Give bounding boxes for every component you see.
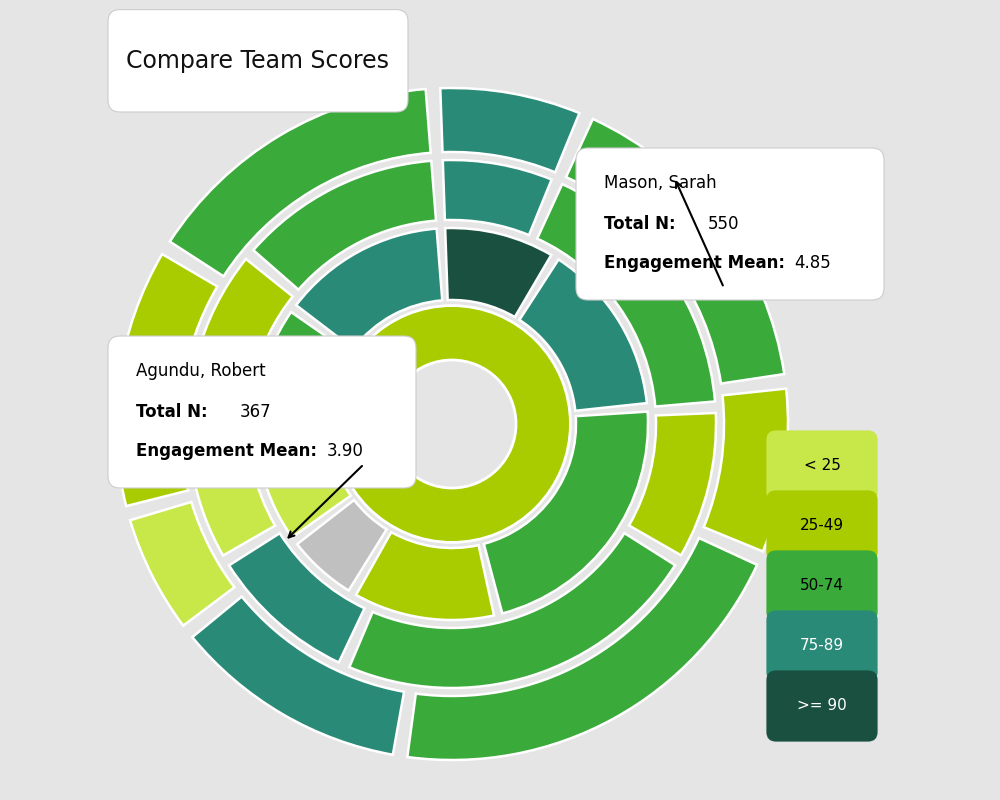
FancyBboxPatch shape bbox=[766, 670, 878, 742]
Text: Agundu, Robert: Agundu, Robert bbox=[136, 362, 266, 380]
Wedge shape bbox=[297, 500, 387, 590]
Wedge shape bbox=[537, 184, 715, 406]
Text: 550: 550 bbox=[708, 215, 740, 233]
FancyBboxPatch shape bbox=[766, 550, 878, 622]
Wedge shape bbox=[334, 306, 570, 542]
Wedge shape bbox=[445, 228, 551, 317]
Wedge shape bbox=[170, 89, 431, 276]
Wedge shape bbox=[296, 229, 442, 349]
Wedge shape bbox=[566, 119, 784, 383]
Wedge shape bbox=[356, 532, 494, 620]
Text: >= 90: >= 90 bbox=[797, 698, 847, 714]
FancyBboxPatch shape bbox=[108, 10, 408, 112]
Wedge shape bbox=[192, 597, 404, 754]
Wedge shape bbox=[704, 389, 788, 551]
Text: 75-89: 75-89 bbox=[800, 638, 844, 654]
Wedge shape bbox=[484, 412, 648, 614]
Wedge shape bbox=[407, 538, 757, 760]
Text: Total N:: Total N: bbox=[136, 403, 213, 421]
Text: < 25: < 25 bbox=[804, 458, 840, 474]
FancyBboxPatch shape bbox=[766, 430, 878, 502]
Wedge shape bbox=[440, 88, 579, 172]
Wedge shape bbox=[266, 464, 351, 538]
FancyBboxPatch shape bbox=[576, 148, 884, 300]
Wedge shape bbox=[188, 259, 293, 468]
FancyBboxPatch shape bbox=[766, 610, 878, 682]
Text: 4.85: 4.85 bbox=[794, 254, 831, 272]
Wedge shape bbox=[229, 534, 365, 662]
Wedge shape bbox=[443, 160, 552, 235]
Text: 25-49: 25-49 bbox=[800, 518, 844, 534]
Text: Total N:: Total N: bbox=[604, 215, 681, 233]
Wedge shape bbox=[130, 502, 234, 626]
Text: 50-74: 50-74 bbox=[800, 578, 844, 594]
Text: Engagement Mean:: Engagement Mean: bbox=[604, 254, 791, 272]
Wedge shape bbox=[194, 467, 275, 555]
Text: 3.90: 3.90 bbox=[326, 442, 363, 460]
Text: Engagement Mean:: Engagement Mean: bbox=[136, 442, 323, 460]
Wedge shape bbox=[256, 312, 350, 478]
Wedge shape bbox=[253, 161, 436, 290]
Wedge shape bbox=[349, 533, 675, 688]
Wedge shape bbox=[629, 413, 716, 555]
Text: Compare Team Scores: Compare Team Scores bbox=[126, 49, 389, 73]
Text: 367: 367 bbox=[240, 403, 272, 421]
Wedge shape bbox=[519, 259, 647, 410]
FancyBboxPatch shape bbox=[108, 336, 416, 488]
FancyBboxPatch shape bbox=[766, 490, 878, 562]
Wedge shape bbox=[116, 254, 217, 506]
Text: Mason, Sarah: Mason, Sarah bbox=[604, 174, 717, 192]
